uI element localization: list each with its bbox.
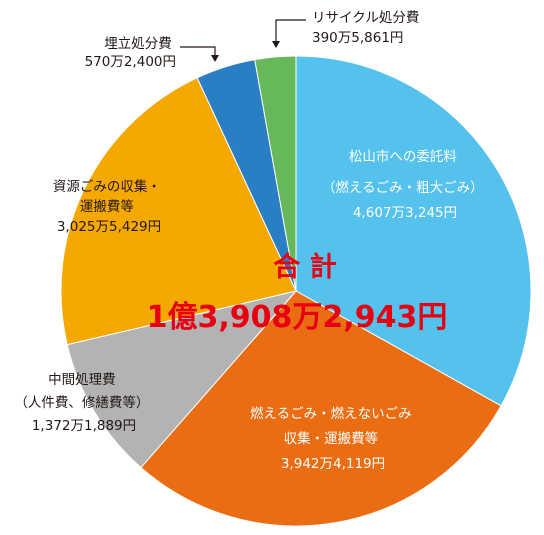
pie-slices (60, 55, 532, 527)
slice-label-recycling: リサイクル処分費 390万5,861円 (312, 10, 424, 46)
pie-slice-intermediate (66, 290, 298, 469)
slice-label-resources: 資源ごみの収集・ 運搬費等 3,025万5,429円 (53, 179, 165, 235)
arrowhead-landfill (211, 55, 219, 62)
leader-lines (180, 19, 306, 56)
slice-label-collection: 燃えるごみ・燃えないごみ 収集・運搬費等 3,942万4,119円 (250, 405, 416, 472)
total-value: 1億3,908万2,943円 (147, 300, 448, 335)
arrowhead-recycling (272, 41, 280, 48)
pie-slice-recycling (254, 55, 297, 292)
pie-slice-collection (140, 290, 502, 527)
slice-label-intermediate: 中間処理費 （人件費、修繕費等） 1,372万1,889円 (14, 372, 153, 434)
leader-line-landfill (180, 46, 216, 56)
total-label: 合 計 (273, 251, 336, 283)
pie-slice-matsuyama (295, 55, 532, 407)
pie-slice-resources (60, 77, 297, 346)
slice-label-landfill: 埋立処分費 570万2,400円 (85, 36, 176, 70)
slice-label-matsuyama: 松山市への委託料 （燃えるごみ・粗大ごみ） 4,607万3,245円 (322, 148, 488, 221)
leader-arrowheads (211, 41, 280, 62)
leader-line-recycling (275, 19, 306, 42)
